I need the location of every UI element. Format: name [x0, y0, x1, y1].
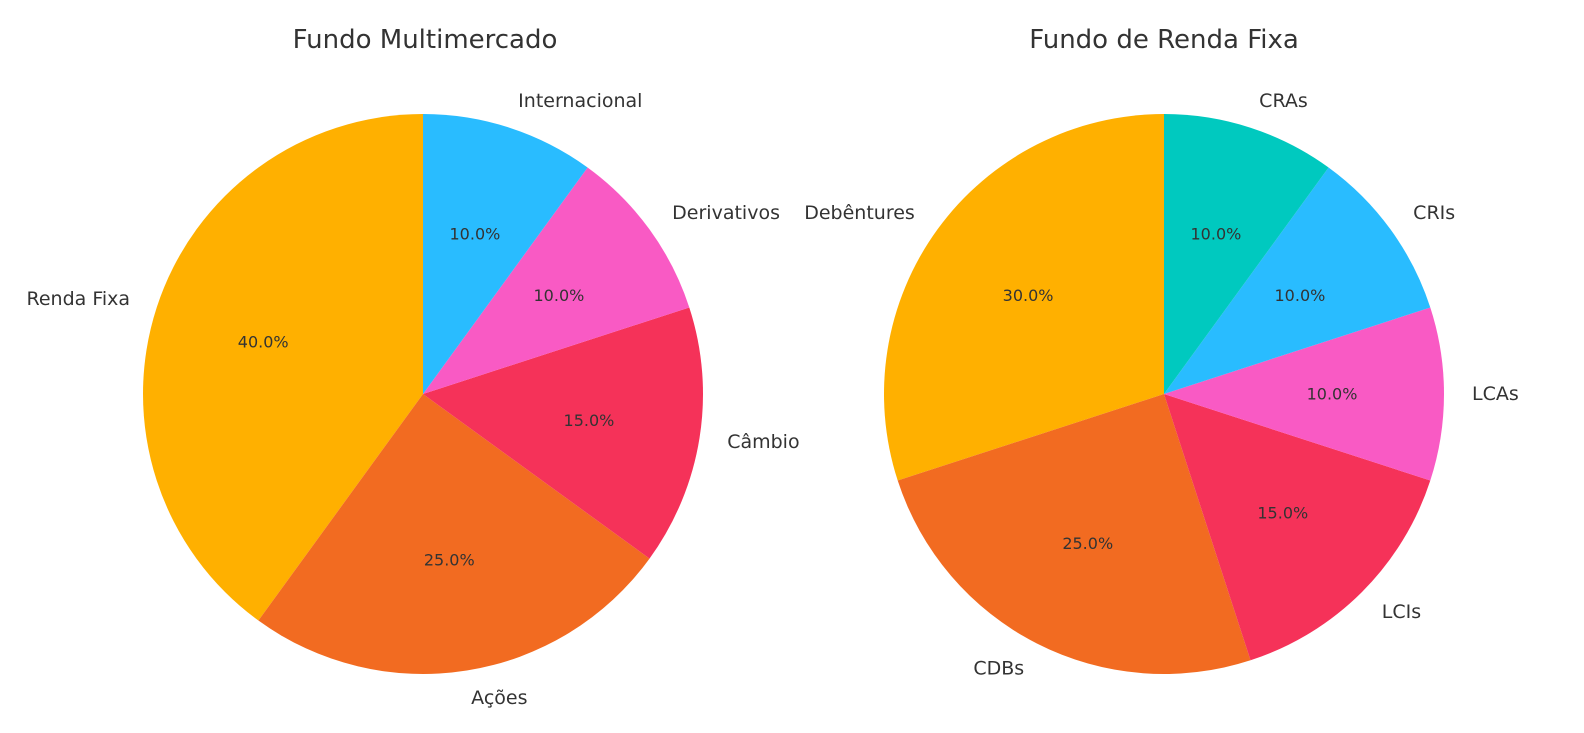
slice-label-cras: CRAs [1259, 90, 1308, 112]
pie-slice-cris [1164, 167, 1431, 394]
slice-label-debentures: Debêntures [804, 202, 915, 224]
pie-slices [142, 114, 703, 674]
pct-label-derivativos: 10.0% [534, 286, 585, 305]
slice-label-derivativos: Derivativos [672, 202, 780, 224]
pie-slices [884, 114, 1444, 674]
pct-label-cris: 10.0% [1275, 286, 1326, 305]
slice-label-internacional: Internacional [518, 90, 642, 112]
slice-label-lcis: LCIs [1382, 601, 1421, 623]
slice-label-cambio: Câmbio [727, 431, 799, 453]
pie-slice-lcas [1164, 307, 1444, 481]
pie-slice-renda-fixa [142, 114, 423, 621]
slice-label-lcas: LCAs [1472, 383, 1519, 405]
multimercado-pie-chart: Fundo Multimercado Renda Fixa 40.0% Ações 2… [27, 25, 800, 709]
slice-label-acoes: Ações [471, 687, 527, 709]
pie-slice-cdbs [897, 394, 1251, 674]
pie-slice-lcis [1164, 394, 1431, 661]
pie-labels: Renda Fixa 40.0% Ações 25.0% Câmbio 15.0% Deri… [27, 90, 800, 709]
pct-label-lcis: 15.0% [1257, 503, 1308, 522]
slice-label-renda-fixa: Renda Fixa [27, 288, 131, 310]
slice-label-cris: CRIs [1413, 202, 1455, 224]
pct-label-debentures: 30.0% [1003, 286, 1054, 305]
pct-label-cdbs: 25.0% [1062, 534, 1113, 553]
pie-slice-internacional [423, 114, 588, 394]
pct-label-internacional: 10.0% [450, 225, 501, 244]
chart-title: Fundo de Renda Fixa [1029, 25, 1299, 55]
pct-label-acoes: 25.0% [424, 550, 475, 569]
pct-label-cambio: 15.0% [564, 411, 615, 430]
pie-slice-cambio [423, 307, 703, 559]
renda-fixa-pie-chart: Fundo de Renda Fixa Debêntures 30.0% CDBs 2… [804, 25, 1519, 679]
chart-title: Fundo Multimercado [293, 25, 558, 55]
slice-label-cdbs: CDBs [973, 657, 1024, 679]
pct-label-renda-fixa: 40.0% [238, 333, 289, 352]
pie-slice-derivativos [423, 167, 690, 394]
pie-slice-debentures [884, 114, 1164, 481]
pct-label-cras: 10.0% [1191, 225, 1242, 244]
pie-slice-acoes [258, 394, 650, 674]
pie-labels: Debêntures 30.0% CDBs 25.0% LCIs 15.0% LCAs 10.… [804, 90, 1519, 679]
pct-label-lcas: 10.0% [1307, 385, 1358, 404]
pie-slice-cras [1164, 114, 1329, 394]
